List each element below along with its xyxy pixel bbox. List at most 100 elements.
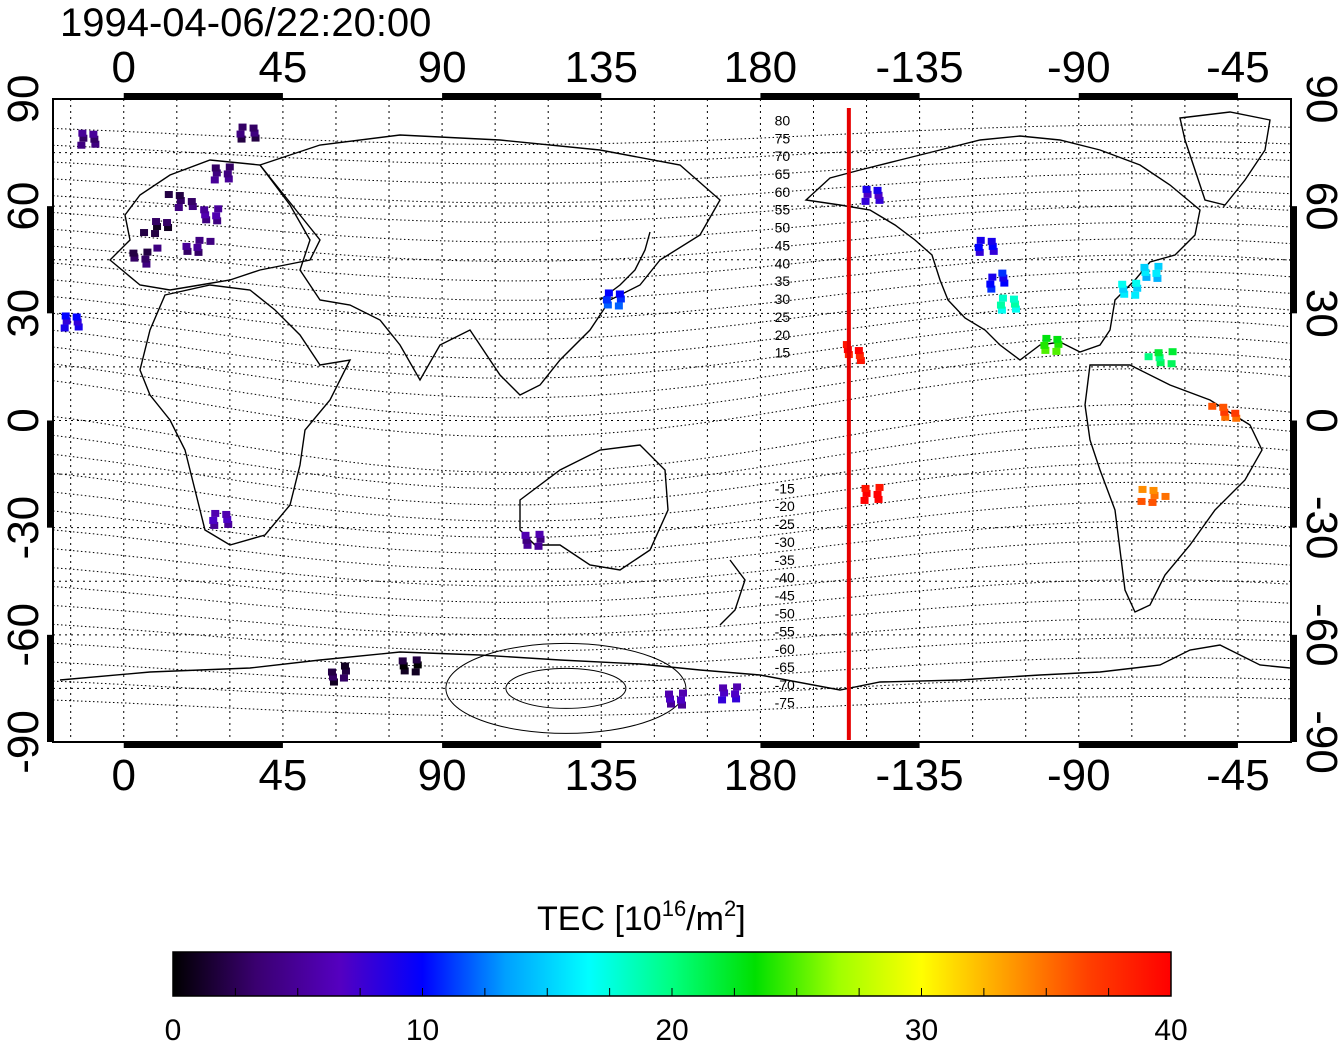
y-tick-label-left: -30 [0,496,48,560]
magnetic-latitude-label: 40 [775,255,791,271]
tec-cell [1153,274,1162,282]
tec-cell [988,242,997,250]
y-tick-label-left: 30 [0,289,48,338]
tec-cell [62,317,71,325]
tec-cell [855,352,864,360]
tec-cell [1221,413,1230,421]
coastline-north-america [804,135,1201,361]
magnetic-contour [53,520,1291,571]
tec-cell [236,130,245,138]
tec-cell [535,530,544,538]
magnetic-latitude-label: 70 [775,148,791,164]
tec-cluster-arctic [77,129,100,149]
tec-cell [733,683,742,691]
tec-cell [521,531,530,539]
magnetic-latitude-label: -45 [775,588,795,604]
tec-cell [164,224,173,232]
tec-cell [1132,279,1141,287]
magnetic-latitude-label: 20 [775,327,791,343]
tec-cell [214,205,223,213]
tec-cell [249,124,258,132]
tec-cluster-australia [521,530,545,550]
tec-cluster-western-us [986,269,1009,293]
tec-cell [1144,353,1153,361]
tec-cluster-northeast-us [1140,262,1163,282]
tec-cluster-antarctica [718,683,742,704]
tec-cell [399,662,408,670]
tec-cell [210,176,219,184]
x-tick-label-top: 90 [418,43,467,92]
tec-cell [188,203,197,211]
tec-cell [718,696,727,704]
axis-bar-top [760,93,920,99]
y-tick-label-left: 0 [0,408,48,432]
tec-cell [615,290,624,298]
magnetic-contour-pole [445,642,687,734]
tec-cell [153,244,162,252]
tec-cell [1140,263,1149,271]
magnetic-contour [53,501,1291,555]
magnetic-latitude-label: -20 [775,498,795,514]
tec-cell [183,247,192,255]
magnetic-latitude-label: -40 [775,570,795,586]
tec-cell [999,274,1008,282]
tec-cluster-alaska [861,185,884,205]
tec-cell [988,273,997,281]
tec-cell [1010,300,1019,308]
tec-cell [1142,273,1151,281]
tec-cluster-southern-africa [209,509,233,529]
magnetic-contour [53,676,1291,701]
magnetic-contour [53,157,1291,184]
magnetic-contour [53,579,1291,620]
tec-cell [720,689,729,697]
tec-cell [202,216,211,224]
tec-cell [225,163,234,171]
tec-cell [1219,403,1228,411]
tec-cell [73,318,82,326]
tec-cluster-europe [129,244,162,268]
tec-cell [340,662,349,670]
tec-cell [1167,360,1176,368]
magnetic-contour [53,270,1291,321]
magnetic-latitude-contours [53,124,1291,734]
magnetic-contour [53,637,1291,668]
coastline-antarctica [59,644,1291,691]
tec-cell [1154,262,1163,270]
axis-bar-top [1078,93,1238,99]
tec-cell [129,249,138,257]
magnetic-contour [53,657,1291,684]
tec-cluster-arctic [236,123,260,143]
magnetic-contour [53,335,1291,399]
magnetic-contour [53,598,1291,636]
magnetic-latitude-label: -35 [775,552,795,568]
x-tick-label-top: -135 [876,43,964,92]
tec-cell [732,695,741,703]
tec-cell [856,357,865,365]
tec-cell [142,260,151,268]
tec-cell [212,212,221,220]
magnetic-latitude-label: 45 [775,237,791,253]
tec-cell [211,509,220,517]
tec-cell [873,490,882,498]
tec-cell [616,295,625,303]
tec-cell [72,313,81,321]
tec-cell [667,700,675,708]
colorbar-title: TEC [1016/m2] [537,896,746,938]
tec-cluster-eastern-us [1118,279,1142,299]
magnetic-contour [53,124,1291,146]
magnetic-latitude-label: -30 [775,534,795,550]
tec-cluster-antarctica [398,656,422,676]
tec-cell [987,237,996,245]
magnetic-latitude-label: 75 [775,130,791,146]
axis-bar-left [47,420,53,528]
x-tick-label-bottom: 0 [112,751,136,800]
tec-cluster-caribbean [1144,348,1177,368]
tec-cell [1152,269,1161,277]
tec-cell [1141,268,1150,276]
tec-cell [997,306,1006,314]
magnetic-latitude-label: -15 [775,480,795,496]
tec-cell [223,515,232,523]
tec-cell [130,254,139,262]
tec-cell [212,169,221,177]
tec-cell [223,170,232,178]
